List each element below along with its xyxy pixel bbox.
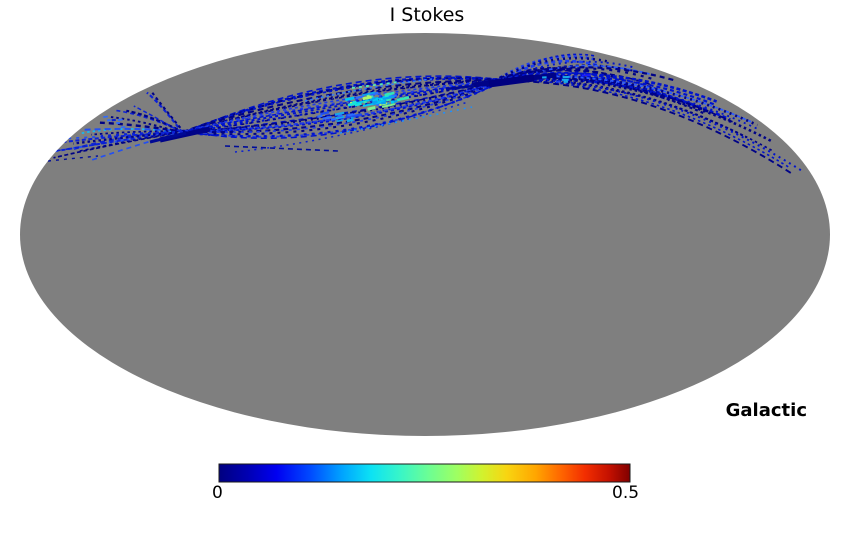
scan-stripe xyxy=(180,79,506,134)
scan-stripe xyxy=(501,71,670,94)
scan-stripe xyxy=(351,100,357,104)
plot-title: I Stokes xyxy=(389,4,465,26)
frame-label: Galactic xyxy=(725,400,807,421)
scan-stripe xyxy=(322,115,332,120)
scan-stripe xyxy=(336,119,344,123)
scan-stripe xyxy=(354,102,362,107)
scan-stripe xyxy=(351,81,399,89)
scan-stripe xyxy=(356,99,370,105)
scan-stripe xyxy=(350,116,355,119)
scan-stripe xyxy=(372,98,379,103)
scan-stripe xyxy=(369,97,376,102)
scan-stripe xyxy=(103,115,109,118)
scan-stripe xyxy=(362,102,374,108)
scan-stripe xyxy=(100,130,184,138)
scan-stripe xyxy=(503,79,795,176)
scan-stripe xyxy=(375,96,379,100)
scan-stripe xyxy=(183,79,506,133)
scan-stripe xyxy=(380,101,387,105)
scan-stripe xyxy=(183,78,506,138)
scan-stripe xyxy=(181,79,506,136)
scan-stripe xyxy=(499,77,805,173)
scan-stripe xyxy=(133,105,182,133)
scan-stripe xyxy=(348,114,355,118)
scan-stripe xyxy=(47,155,99,162)
colorbar xyxy=(218,463,631,483)
scan-stripe xyxy=(110,116,184,135)
scan-stripe xyxy=(500,74,758,127)
scan-stripe xyxy=(182,79,506,133)
scan-stripe xyxy=(337,114,343,118)
scan-stripe xyxy=(334,111,345,116)
scan-stripe xyxy=(506,60,634,79)
scan-stripe xyxy=(488,74,535,88)
scan-stripe xyxy=(372,100,378,105)
scan-stripe xyxy=(111,118,116,122)
scan-stripe xyxy=(347,102,357,107)
scan-stripe xyxy=(181,79,506,139)
scan-stripe xyxy=(320,111,330,116)
scan-pattern-layer xyxy=(24,53,805,176)
scan-stripe xyxy=(363,100,367,104)
scan-stripe xyxy=(396,96,410,102)
scan-stripe xyxy=(445,84,475,91)
scan-stripe xyxy=(381,103,396,108)
scan-stripe xyxy=(182,79,506,133)
colorbar-max-label: 0.5 xyxy=(612,483,640,503)
scan-stripe xyxy=(362,91,375,97)
scan-stripe xyxy=(390,100,395,104)
scan-stripe xyxy=(149,131,187,144)
scan-stripe xyxy=(499,56,610,79)
scan-stripe xyxy=(367,106,376,111)
scan-stripe xyxy=(117,118,123,121)
scan-stripe xyxy=(503,75,717,107)
colorbar-min-label: 0 xyxy=(212,483,223,503)
scan-stripe xyxy=(382,95,393,100)
scan-stripe xyxy=(362,95,372,101)
scan-stripe xyxy=(234,101,469,153)
scan-stripe xyxy=(180,78,506,134)
scan-stripe xyxy=(355,95,365,100)
scan-stripe xyxy=(150,90,186,134)
scan-stripe xyxy=(184,79,506,134)
scan-stripe xyxy=(384,91,395,97)
scan-stripe xyxy=(120,126,126,129)
scan-stripe xyxy=(317,114,323,118)
scan-stripe xyxy=(126,109,185,134)
scan-stripe xyxy=(504,59,599,79)
scan-stripe xyxy=(347,113,356,117)
scan-stripe xyxy=(180,79,506,138)
scan-stripe xyxy=(344,96,355,102)
scan-stripe xyxy=(369,91,379,97)
scan-stripe xyxy=(500,53,596,83)
scan-stripe xyxy=(346,118,354,123)
scan-stripe xyxy=(73,130,184,145)
scan-stripe xyxy=(92,112,97,115)
scan-stripe xyxy=(502,69,652,86)
scan-stripe xyxy=(224,145,339,152)
scan-stripe xyxy=(499,66,678,83)
scan-stripe xyxy=(184,78,506,133)
scan-stripe xyxy=(504,65,651,83)
scan-stripe xyxy=(115,109,181,132)
scan-stripe xyxy=(80,128,183,135)
scan-stripe xyxy=(330,117,337,121)
scan-stripe xyxy=(334,115,345,120)
